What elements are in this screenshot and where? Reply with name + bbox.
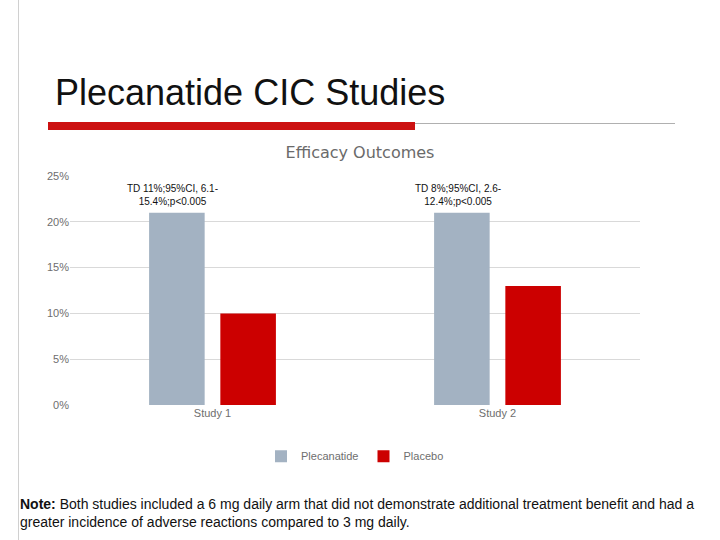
svg-text:TD 8%;95%CI, 2.6-12.4%;p<0.005: TD 8%;95%CI, 2.6-12.4%;p<0.005: [415, 183, 501, 207]
html-text:Note: Both studies included a: Note: Both studies included a 6 mg daily…: [20, 496, 694, 530]
svg-text:Study 2: Study 2: [479, 407, 516, 419]
svg-text:TD 11%;95%CI, 6.1-15.4%;p<0.00: TD 11%;95%CI, 6.1-15.4%;p<0.005: [127, 183, 218, 207]
svg-text:25%: 25%: [47, 170, 69, 182]
svg-text:0%: 0%: [53, 399, 69, 411]
html-text:Plecanatide CIC Studies: Plecanatide CIC Studies: [55, 72, 446, 113]
svg-text:Plecanatide: Plecanatide: [301, 450, 359, 462]
svg-text:10%: 10%: [47, 307, 69, 319]
svg-text:Efficacy Outcomes: Efficacy Outcomes: [286, 143, 435, 162]
svg-text:15%: 15%: [47, 261, 69, 273]
svg-text:20%: 20%: [47, 216, 69, 228]
svg-text:Placebo: Placebo: [404, 450, 444, 462]
svg-text:Study 1: Study 1: [194, 407, 231, 419]
svg-text:5%: 5%: [53, 353, 69, 365]
